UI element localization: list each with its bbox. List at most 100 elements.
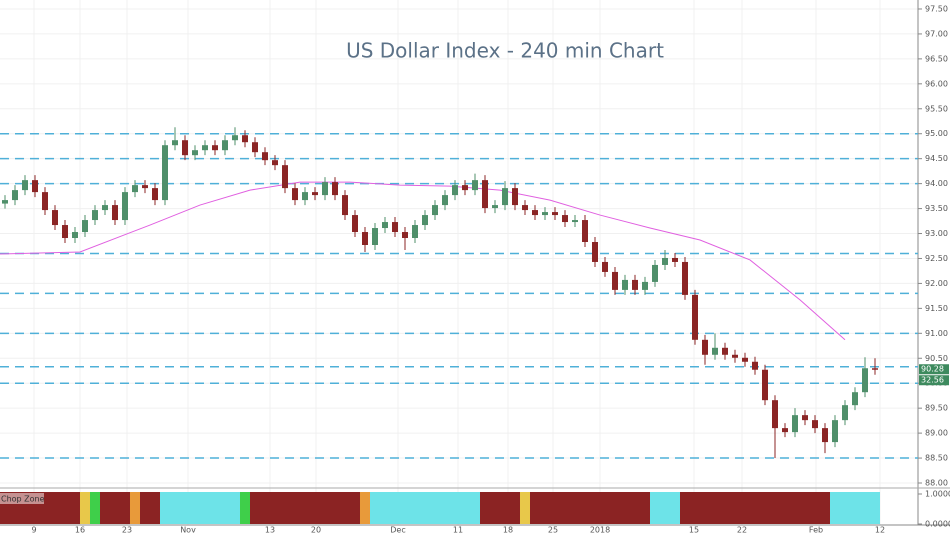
chop-zone-band xyxy=(360,492,370,524)
candle-body xyxy=(322,182,328,196)
chop-zone-band xyxy=(160,492,240,524)
candle-body xyxy=(262,152,268,161)
candle-body xyxy=(62,225,68,239)
candle-body xyxy=(132,185,138,193)
y-tick-label: 91.50 xyxy=(925,304,948,313)
candle-body xyxy=(112,205,118,221)
x-tick-label: Feb xyxy=(809,526,823,535)
candle-body xyxy=(872,368,878,370)
chop-zone-band xyxy=(680,492,830,524)
candle-body xyxy=(222,140,228,151)
candle-body xyxy=(432,205,438,216)
chop-zone-band xyxy=(240,492,250,524)
candle-body xyxy=(762,369,768,401)
candle-body xyxy=(442,195,448,206)
countdown-label: 32.56 xyxy=(921,376,944,385)
candle-body xyxy=(502,188,508,206)
chop-zone-band xyxy=(370,492,480,524)
candle-body xyxy=(142,185,148,189)
y-tick-label: 97.00 xyxy=(925,29,948,38)
candle-body xyxy=(32,180,38,193)
candle-body xyxy=(392,222,398,233)
candle-body xyxy=(692,294,698,340)
candle-body xyxy=(542,212,548,216)
candle-body xyxy=(72,232,78,239)
y-tick-label: 93.00 xyxy=(925,229,948,238)
candle-body xyxy=(742,357,748,362)
y-tick-label: 97.50 xyxy=(925,4,948,13)
x-tick-label: 22 xyxy=(737,526,747,535)
y-tick-label: 92.50 xyxy=(925,254,948,263)
y-tick-label: 94.50 xyxy=(925,154,948,163)
candle-body xyxy=(702,339,708,355)
chop-zone-band xyxy=(650,492,680,524)
candle-body xyxy=(332,182,338,196)
candle-body xyxy=(412,225,418,239)
candle-body xyxy=(602,261,608,272)
chart-title: US Dollar Index - 240 min Chart xyxy=(346,39,664,63)
price-tag-label: 90.28 xyxy=(921,365,944,374)
chop-zone-band xyxy=(830,492,880,524)
candle-body xyxy=(632,279,638,290)
y-tick-label: 95.00 xyxy=(925,129,948,138)
x-tick-label: 16 xyxy=(75,526,85,535)
chop-zone-band xyxy=(480,492,520,524)
candle-body xyxy=(482,180,488,209)
candle-body xyxy=(672,257,678,262)
candle-body xyxy=(372,228,378,245)
candle-body xyxy=(422,215,428,226)
candle-body xyxy=(532,210,538,216)
y-tick-label: 93.50 xyxy=(925,204,948,213)
candle-body xyxy=(12,190,18,201)
x-tick-label: 18 xyxy=(503,526,513,535)
candle-body xyxy=(782,428,788,433)
chop-zone-band xyxy=(130,492,140,524)
x-tick-label: 9 xyxy=(31,526,36,535)
candle-body xyxy=(2,200,8,204)
candle-body xyxy=(452,185,458,196)
candle-body xyxy=(722,347,728,355)
candle-body xyxy=(52,210,58,226)
candle-body xyxy=(362,232,368,245)
candle-body xyxy=(382,222,388,229)
candle-body xyxy=(802,415,808,421)
candle-body xyxy=(732,354,738,358)
countdown-tag xyxy=(919,375,949,386)
candle-body xyxy=(662,257,668,265)
candle-body xyxy=(242,135,248,143)
x-tick-label: Nov xyxy=(180,526,196,535)
candle-body xyxy=(212,145,218,151)
candle-body xyxy=(612,271,618,290)
y-tick-label: 95.50 xyxy=(925,104,948,113)
candle-body xyxy=(572,220,578,223)
candle-body xyxy=(102,205,108,211)
x-tick-label: 12 xyxy=(875,526,885,535)
candle-body xyxy=(232,135,238,141)
y-tick-label: 89.50 xyxy=(925,404,948,413)
x-tick-label: 2018 xyxy=(590,526,610,535)
y-tick-label: 88.00 xyxy=(925,479,948,488)
x-tick-label: 15 xyxy=(689,526,699,535)
x-tick-label: 23 xyxy=(122,526,132,535)
x-tick-label: 11 xyxy=(453,526,463,535)
chop-zone-band xyxy=(80,492,90,524)
candle-body xyxy=(282,165,288,189)
chop-zone-band xyxy=(140,492,160,524)
candle-body xyxy=(152,188,158,201)
candle-body xyxy=(472,180,478,191)
candle-body xyxy=(82,220,88,233)
candle-body xyxy=(822,428,828,443)
candle-body xyxy=(842,405,848,421)
candle-body xyxy=(302,192,308,201)
candle-body xyxy=(522,205,528,211)
price-tag xyxy=(919,364,949,375)
candle-body xyxy=(312,192,318,196)
candle-body xyxy=(682,261,688,295)
candle-body xyxy=(92,210,98,221)
candle-body xyxy=(812,420,818,429)
candle-body xyxy=(582,220,588,243)
candle-body xyxy=(832,420,838,443)
